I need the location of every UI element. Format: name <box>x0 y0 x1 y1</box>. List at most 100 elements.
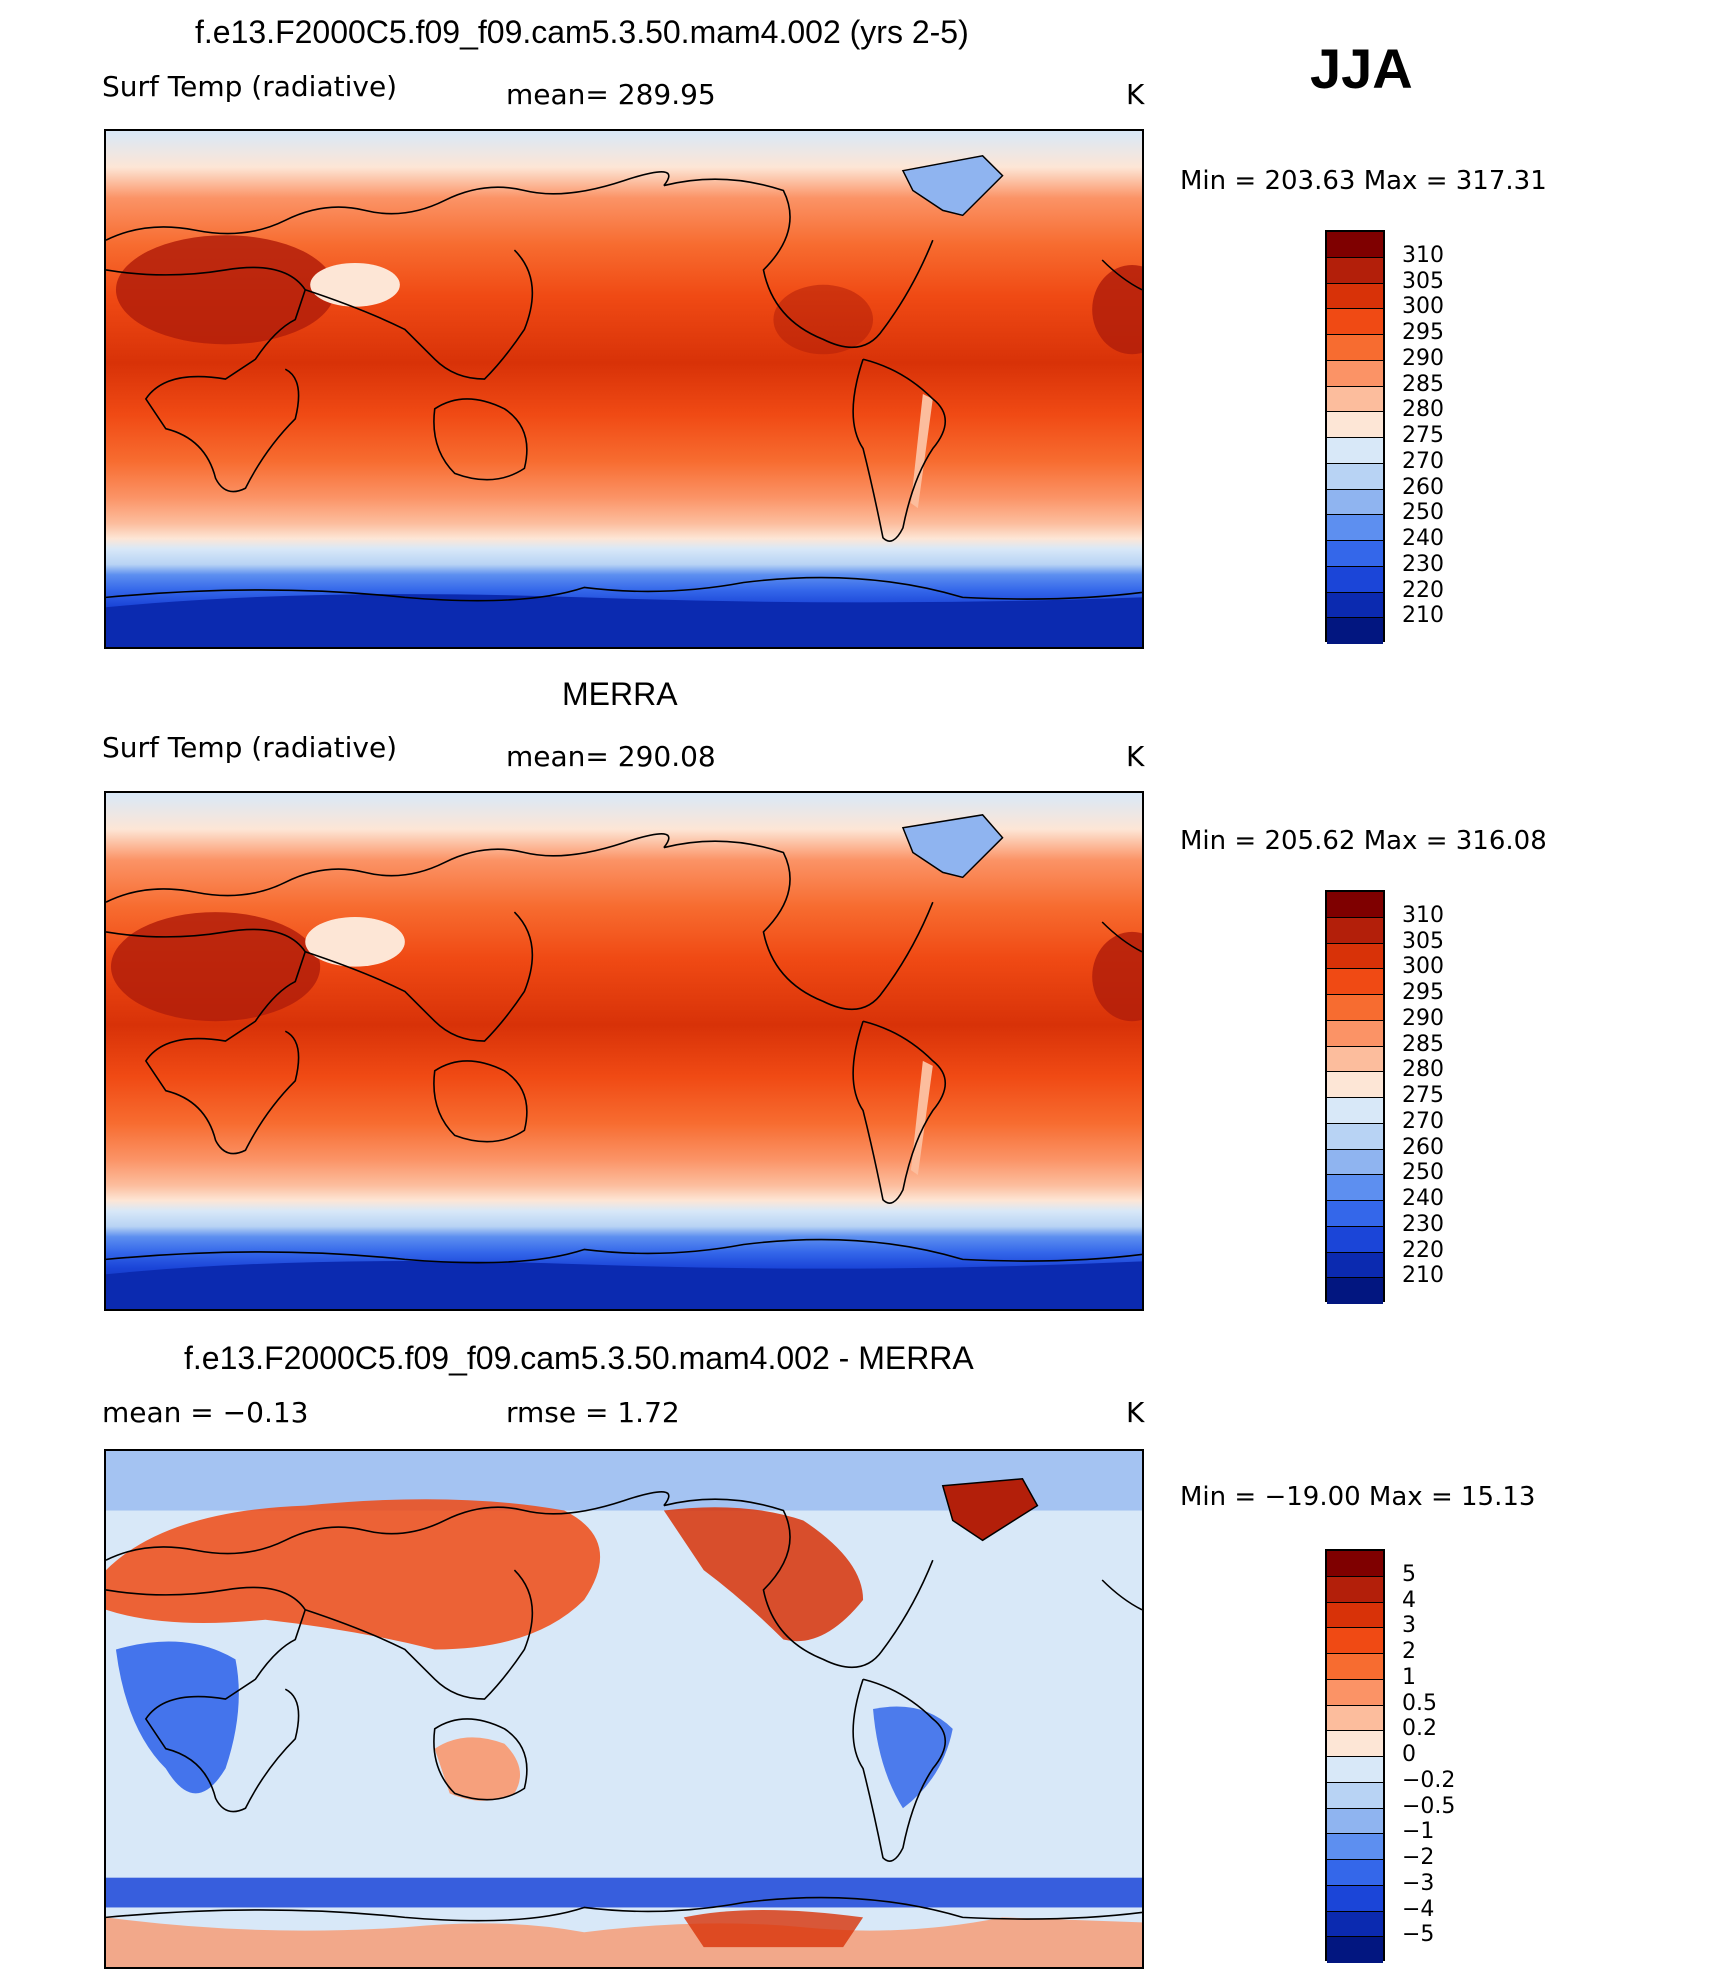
colorbar-tick-label: 250 <box>1402 1160 1444 1186</box>
colorbar-swatch <box>1327 463 1383 490</box>
colorbar-swatch <box>1327 335 1383 361</box>
colorbar-tick-label: 310 <box>1402 242 1444 268</box>
obs-mean-label: mean= 290.08 <box>506 740 716 773</box>
colorbar-tick-label: 230 <box>1402 1211 1444 1237</box>
colorbar-tick-label: 285 <box>1402 1031 1444 1057</box>
colorbar-tick-label: 290 <box>1402 345 1444 371</box>
colorbar-tick-label: 285 <box>1402 371 1444 397</box>
diff-minmax-label: Min = −19.00 Max = 15.13 <box>1180 1482 1536 1512</box>
colorbar-swatch <box>1327 969 1383 995</box>
colorbar-tick-label: −3 <box>1402 1870 1435 1896</box>
colorbar-swatch <box>1327 1937 1383 1963</box>
colorbar-swatch <box>1327 1679 1383 1706</box>
colorbar-tick-label: 310 <box>1402 902 1444 928</box>
colorbar-swatch <box>1327 1576 1383 1603</box>
obs-temperature-map <box>104 791 1144 1311</box>
obs-panel-title: MERRA <box>562 676 678 712</box>
obs-minmax-label: Min = 205.62 Max = 316.08 <box>1180 826 1547 856</box>
colorbar-tick-label: −5 <box>1402 1922 1435 1948</box>
colorbar-swatch <box>1327 566 1383 593</box>
colorbar-swatch <box>1327 943 1383 970</box>
colorbar-swatch <box>1327 1098 1383 1124</box>
colorbar-tick-label: 250 <box>1402 500 1444 526</box>
colorbar-swatch <box>1327 1252 1383 1279</box>
colorbar-swatch <box>1327 386 1383 413</box>
colorbar-tick-label: 270 <box>1402 448 1444 474</box>
colorbar-tick-label: 270 <box>1402 1108 1444 1134</box>
colorbar-tick-label: 220 <box>1402 577 1444 603</box>
diff-rmse-label: rmse = 1.72 <box>506 1396 680 1429</box>
colorbar-tick-label: 275 <box>1402 1083 1444 1108</box>
colorbar-swatch <box>1327 283 1383 310</box>
colorbar-swatch <box>1327 1175 1383 1201</box>
colorbar-tick-label: 295 <box>1402 980 1444 1005</box>
colorbar-tick-label: −0.5 <box>1402 1793 1456 1819</box>
colorbar-tick-label: −0.2 <box>1402 1767 1456 1793</box>
colorbar-swatch <box>1327 489 1383 516</box>
colorbar-swatch <box>1327 892 1383 918</box>
colorbar-swatch <box>1327 1149 1383 1176</box>
colorbar-tick-label: 230 <box>1402 551 1444 577</box>
colorbar-swatch <box>1327 1551 1383 1577</box>
colorbar-swatch <box>1327 1020 1383 1047</box>
colorbar-tick-label: −2 <box>1402 1845 1435 1870</box>
colorbar-swatch <box>1327 232 1383 258</box>
colorbar-tick-label: 2 <box>1402 1639 1416 1664</box>
colorbar-tick-label: 275 <box>1402 423 1444 448</box>
season-label: JJA <box>1310 37 1413 100</box>
model-minmax-label: Min = 203.63 Max = 317.31 <box>1180 166 1547 196</box>
colorbar-tick-label: 0.2 <box>1402 1716 1437 1742</box>
obs-units-label: K <box>1126 740 1145 773</box>
colorbar-swatch <box>1327 1226 1383 1253</box>
colorbar-swatch <box>1327 1072 1383 1098</box>
colorbar-swatch <box>1327 438 1383 464</box>
diff-temperature-map <box>104 1449 1144 1969</box>
colorbar-tick-label: 240 <box>1402 526 1444 551</box>
colorbar-tick-label: 240 <box>1402 1186 1444 1211</box>
diff-colorbar <box>1325 1549 1385 1963</box>
colorbar-swatch <box>1327 257 1383 284</box>
model-panel-title: f.e13.F2000C5.f09_f09.cam5.3.50.mam4.002… <box>195 14 969 50</box>
colorbar-swatch <box>1327 1731 1383 1757</box>
diff-mean-label: mean = −0.13 <box>102 1396 309 1429</box>
colorbar-tick-label: 260 <box>1402 474 1444 500</box>
colorbar-swatch <box>1327 309 1383 335</box>
colorbar-tick-label: 260 <box>1402 1134 1444 1160</box>
colorbar-tick-label: −4 <box>1402 1896 1435 1922</box>
diff-units-label: K <box>1126 1396 1145 1429</box>
colorbar-tick-label: 210 <box>1402 1263 1444 1289</box>
colorbar-swatch <box>1327 541 1383 567</box>
colorbar-tick-label: 300 <box>1402 294 1444 320</box>
colorbar-swatch <box>1327 1602 1383 1629</box>
colorbar-swatch <box>1327 360 1383 387</box>
colorbar-swatch <box>1327 1885 1383 1912</box>
colorbar-swatch <box>1327 917 1383 944</box>
colorbar-tick-label: 305 <box>1402 928 1444 954</box>
colorbar-swatch <box>1327 592 1383 619</box>
diff-panel-title: f.e13.F2000C5.f09_f09.cam5.3.50.mam4.002… <box>184 1340 974 1376</box>
colorbar-swatch <box>1327 1911 1383 1938</box>
model-map-svg <box>106 131 1142 647</box>
colorbar-swatch <box>1327 1834 1383 1860</box>
colorbar-tick-label: 305 <box>1402 268 1444 294</box>
colorbar-tick-label: 220 <box>1402 1237 1444 1263</box>
colorbar-tick-label: −1 <box>1402 1819 1435 1845</box>
colorbar-tick-label: 290 <box>1402 1005 1444 1031</box>
colorbar-swatch <box>1327 1808 1383 1835</box>
model-units-label: K <box>1126 78 1145 111</box>
model-colorbar <box>1325 230 1385 644</box>
model-variable-label: Surf Temp (radiative) <box>102 70 398 103</box>
obs-variable-label: Surf Temp (radiative) <box>102 731 398 764</box>
colorbar-tick-label: 300 <box>1402 954 1444 980</box>
colorbar-tick-label: 0 <box>1402 1742 1416 1767</box>
colorbar-tick-label: 295 <box>1402 320 1444 345</box>
colorbar-swatch <box>1327 1705 1383 1732</box>
colorbar-swatch <box>1327 1123 1383 1150</box>
colorbar-swatch <box>1327 1782 1383 1809</box>
colorbar-swatch <box>1327 1046 1383 1073</box>
colorbar-tick-label: 280 <box>1402 1057 1444 1083</box>
colorbar-swatch <box>1327 1860 1383 1886</box>
colorbar-tick-label: 5 <box>1402 1561 1416 1587</box>
diff-map-svg <box>106 1451 1142 1967</box>
model-temperature-map <box>104 129 1144 649</box>
